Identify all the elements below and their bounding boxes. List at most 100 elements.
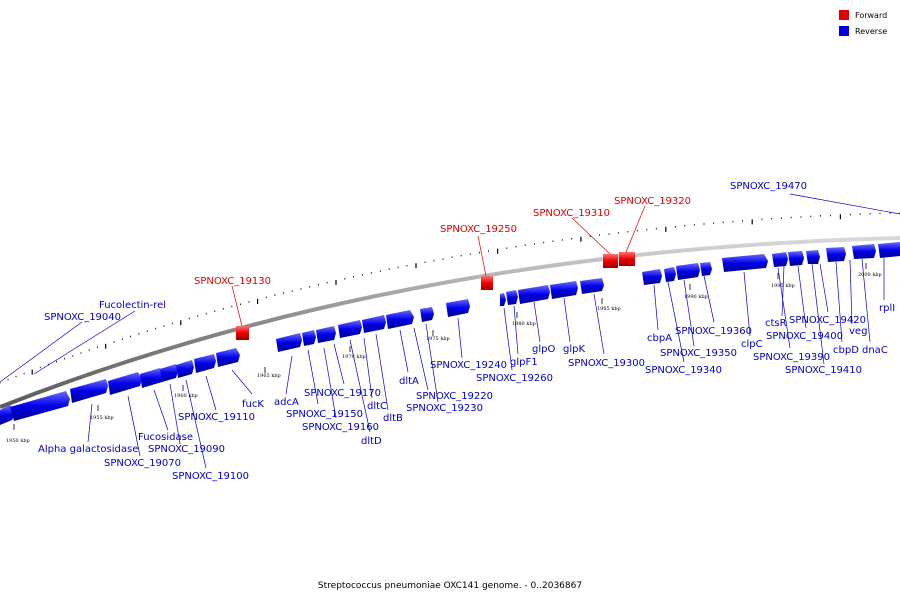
leader-line (399, 329, 409, 373)
gene-feature[interactable] (550, 281, 578, 299)
gene-feature[interactable] (176, 360, 194, 378)
tick-label: 1955 kbp (90, 415, 114, 421)
leader-line (323, 347, 337, 419)
gene-feature[interactable] (642, 269, 662, 285)
leader-line (285, 355, 293, 395)
leader-line (835, 261, 843, 343)
gene-feature[interactable] (788, 251, 804, 266)
gene-feature[interactable] (676, 263, 700, 280)
leader-line (425, 323, 439, 403)
gene-label-reverse: ctsR (765, 318, 787, 329)
leader-line (625, 205, 646, 253)
legend-label-reverse: Reverse (855, 27, 887, 36)
leader-line (127, 395, 141, 457)
gene-feature[interactable] (664, 267, 676, 282)
gene-feature[interactable] (108, 372, 142, 395)
gene-label-reverse: adcA (274, 397, 299, 408)
gene-feature[interactable] (216, 348, 240, 367)
legend-swatch-reverse (839, 26, 849, 36)
leader-line (777, 267, 791, 349)
gene-feature[interactable] (446, 299, 470, 317)
reverse-strand-genes (0, 242, 900, 425)
gene-feature[interactable] (70, 379, 108, 403)
reverse-labels: Fucolectin-rel SPNOXC_19040 Alpha galact… (0, 181, 900, 482)
gene-feature[interactable] (276, 333, 302, 352)
gene-feature[interactable] (160, 364, 178, 382)
gene-label-reverse: SPNOXC_19260 (476, 373, 553, 384)
gene-feature[interactable] (518, 285, 550, 304)
gene-feature[interactable] (316, 326, 336, 343)
genome-backbone (0, 236, 900, 409)
gene-feature[interactable] (826, 247, 846, 262)
leader-line (571, 217, 611, 255)
gene-feature[interactable] (302, 330, 316, 346)
gene-label-reverse: dltD (361, 436, 382, 447)
forward-labels: SPNOXC_19130 SPNOXC_19250 SPNOXC_19310 S… (194, 196, 691, 327)
gene-label-reverse: dltB (383, 413, 403, 424)
gene-feature[interactable] (140, 368, 164, 388)
gene-label-forward: SPNOXC_19250 (440, 224, 517, 235)
leader-line (349, 339, 371, 433)
gene-label-reverse: SPNOXC_19100 (172, 471, 249, 482)
leader-line (333, 343, 345, 385)
tick-label: 1975 kbp (426, 336, 450, 342)
leader-line (231, 369, 253, 395)
gene-label-reverse: SPNOXC_19220 (416, 391, 493, 402)
gene-label-reverse: SPNOXC_19040 (44, 312, 121, 323)
gene-label-reverse: rplI (879, 303, 895, 314)
gene-feature[interactable] (580, 278, 604, 294)
gene-feature[interactable] (194, 354, 216, 373)
leader-line (413, 327, 429, 391)
gene-feature[interactable] (362, 315, 386, 333)
leader-line (457, 317, 463, 359)
gene-feature[interactable] (500, 293, 506, 306)
gene-feature[interactable] (420, 307, 434, 322)
leader-line (87, 403, 93, 443)
gene-feature[interactable] (700, 262, 712, 276)
gene-feature[interactable] (10, 391, 70, 421)
gene-feature-forward[interactable] (236, 326, 249, 340)
gene-feature[interactable] (338, 320, 362, 338)
gene-label-forward: SPNOXC_19320 (614, 196, 691, 207)
gene-label-reverse: SPNOXC_19170 (304, 388, 381, 399)
gene-label-reverse: Fucosidase (138, 432, 193, 443)
gene-feature[interactable] (806, 250, 820, 264)
leader-line (231, 285, 243, 327)
gene-feature[interactable] (506, 290, 518, 305)
gene-feature[interactable] (878, 242, 900, 258)
tick-label: 1990 kbp (684, 294, 708, 300)
leader-line (861, 258, 871, 343)
tick-label: 1980 kbp (512, 321, 536, 327)
gene-feature[interactable] (852, 244, 876, 259)
outer-tick-marks (0, 212, 900, 384)
gene-label-reverse: cbpD (833, 345, 859, 356)
tick-label: 1965 kbp (257, 373, 281, 379)
legend-swatch-forward (839, 10, 849, 20)
leader-line (819, 263, 829, 313)
gene-feature-forward[interactable] (603, 254, 618, 268)
gene-feature-forward[interactable] (481, 276, 493, 290)
genome-caption: Streptococcus pneumoniae OXC141 genome. … (318, 581, 582, 591)
leader-line (205, 375, 217, 411)
gene-label-reverse: glpO (532, 344, 555, 355)
gene-feature[interactable] (386, 310, 414, 329)
leader-line (667, 281, 685, 363)
gene-feature[interactable] (722, 254, 768, 272)
legend: Forward Reverse (839, 10, 887, 36)
leader-line (563, 297, 571, 343)
leader-line (781, 265, 785, 317)
gene-feature-forward[interactable] (619, 252, 635, 266)
gene-label-reverse: SPNOXC_19390 (753, 352, 830, 363)
gene-label-reverse: SPNOXC_19230 (406, 403, 483, 414)
leader-line (811, 263, 825, 365)
gene-label-reverse: veg (849, 326, 867, 337)
leader-line (0, 321, 83, 383)
gene-label-reverse: SPNOXC_19350 (660, 348, 737, 359)
gene-feature[interactable] (772, 252, 788, 267)
scale-ticks: 1950 kbp 1955 kbp 1960 kbp 1965 kbp 1970… (6, 263, 882, 444)
leader-line (363, 337, 373, 399)
tick-label: 1985 kbp (597, 306, 621, 312)
leader-line (33, 310, 136, 375)
gene-label-reverse: Fucolectin-rel (99, 300, 166, 311)
